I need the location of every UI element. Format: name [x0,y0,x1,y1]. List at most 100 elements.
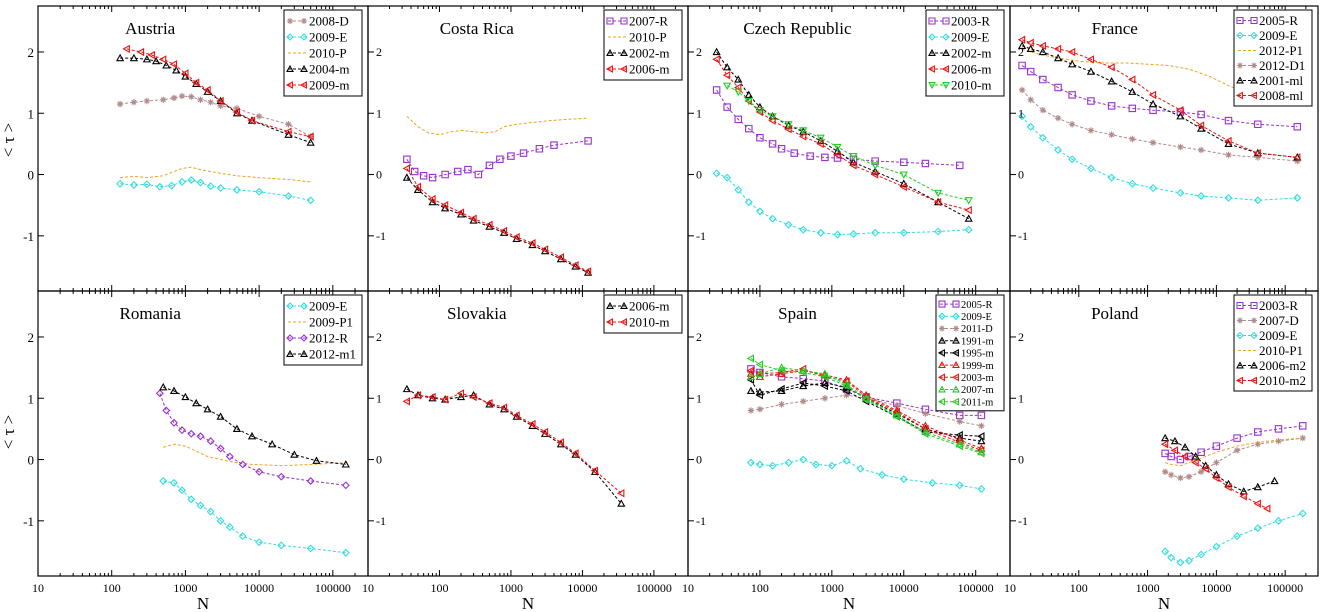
data-point [755,360,764,369]
data-point [469,392,477,402]
panels: Austria 2008-D2009-E2010-P2004-m2009-mCos… [37,5,1319,577]
data-point [1225,151,1232,159]
data-point [550,141,558,149]
data-point [1299,434,1306,442]
data-point [755,207,764,216]
legend-entry: 2009-E [286,299,347,314]
legend-entry: 2007-R [606,14,668,29]
data-point [893,402,900,409]
data-point [799,225,808,234]
data-point [617,499,626,507]
data-point [1185,473,1193,480]
data-point [722,71,731,80]
data-point [1196,121,1205,130]
y-tick-label: 1 [1018,106,1024,120]
data-point [284,127,292,136]
legend-label: 2006-m2 [1259,358,1306,373]
data-point [744,97,753,106]
data-point [142,180,151,189]
y-tick-label: 2 [1018,45,1024,59]
data-point [277,472,286,481]
data-point [921,429,929,438]
legend-marker [1249,91,1257,100]
data-point [1177,474,1184,482]
data-point [290,450,299,458]
data-point [474,170,483,179]
legend-entry: 2010-m2 [1235,373,1306,388]
data-point [485,161,494,170]
legend-entry: 2004-m [286,62,349,77]
x-tick-label: 100 [103,581,121,595]
inner-y-tick-labels: 2 1 0 -1 [376,330,386,528]
data-point [225,452,234,461]
data-point [1018,86,1026,94]
x-ticks [37,291,369,576]
series-group [402,384,626,507]
data-point [878,470,887,479]
data-point [512,411,520,420]
data-point [528,419,536,429]
legend-marker [1250,361,1258,369]
x-tick-label: 100000 [315,581,351,595]
data-point [1176,106,1184,115]
x-ticks [367,291,689,576]
legend-label: 2012-R [309,331,348,346]
data-point [571,449,579,458]
legend-marker [953,325,959,332]
legend-marker [300,302,308,310]
data-point [1148,90,1157,100]
data-point [978,422,985,430]
legend-label: 2007-R [629,14,668,29]
data-point [1254,441,1261,448]
data-point [170,94,178,102]
data-point [196,432,205,441]
legend-marker [951,373,959,382]
data-point [734,88,743,97]
data-point [955,161,964,170]
y-tick-label: 2 [28,330,35,345]
series-2009-e [159,477,350,557]
series-line [726,85,969,201]
data-point [512,232,520,242]
legend-marker [606,48,614,56]
data-point [485,399,493,408]
data-point [1298,509,1307,518]
legend-label: 2009-E [1259,28,1297,43]
data-point [1054,83,1062,92]
data-point [734,115,743,124]
legend-entry: 2003-R [1236,298,1298,313]
data-point [833,146,842,155]
series-line [406,388,622,504]
data-point [170,478,178,487]
series-line [120,95,311,137]
data-point [921,159,930,168]
series-line [163,443,346,467]
series-line [750,358,982,454]
data-point [734,185,743,194]
data-point [1197,146,1205,154]
legend-entry: 2010-P [288,46,347,61]
y-tick-label: -1 [696,514,706,528]
data-point [413,391,422,400]
data-point [755,369,765,377]
data-point [833,143,842,152]
data-point [833,150,841,160]
data-point [712,86,721,94]
data-point [777,366,785,375]
data-point [964,205,972,215]
legend-label: 2002-m [951,46,991,61]
data-point [722,82,732,91]
data-point [1161,547,1170,556]
legend-marker [938,300,946,308]
legend-marker [942,17,950,25]
data-point [955,441,963,451]
data-point [1270,476,1279,485]
y-tick-label: -1 [23,514,34,529]
data-point [1176,108,1185,116]
data-point [1224,116,1233,125]
series-line [406,392,622,494]
data-point [178,177,187,186]
